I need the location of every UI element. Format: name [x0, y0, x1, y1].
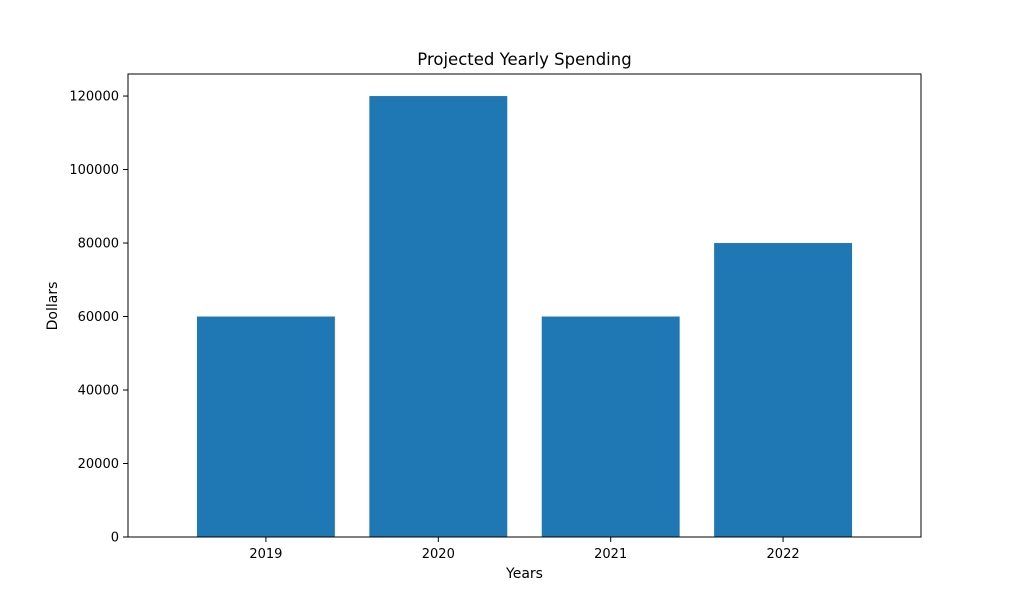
x-tick-label: 2021 — [594, 547, 627, 562]
x-tick-label: 2022 — [767, 547, 800, 562]
y-tick-label: 40000 — [78, 384, 119, 399]
x-axis-ticks: 2019 2020 2021 2022 — [249, 537, 800, 562]
bar-2022 — [714, 243, 853, 538]
bar-2021 — [541, 316, 680, 537]
y-tick-label: 60000 — [78, 310, 119, 325]
chart-title: Projected Yearly Spending — [417, 50, 631, 69]
bar-2019 — [196, 316, 335, 537]
y-tick-label: 20000 — [78, 457, 119, 472]
plot-frame — [127, 73, 922, 538]
y-tick-label: 0 — [111, 531, 119, 546]
x-tick-label: 2020 — [422, 547, 455, 562]
x-tick-label: 2019 — [249, 547, 282, 562]
y-tick-label: 120000 — [69, 90, 119, 105]
y-tick-label: 80000 — [78, 237, 119, 252]
y-axis-ticks: 0 20000 40000 60000 80000 100000 120000 — [69, 90, 128, 546]
y-tick-label: 100000 — [69, 163, 119, 178]
bars-group — [196, 96, 853, 538]
y-axis-label: Dollars — [45, 282, 61, 331]
bar-2020 — [369, 96, 508, 538]
x-axis-label: Years — [505, 566, 543, 582]
